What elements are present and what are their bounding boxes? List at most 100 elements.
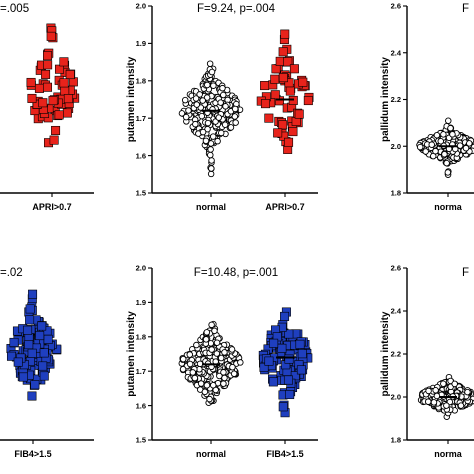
data-point xyxy=(208,165,215,172)
y-axis-label: pallidum intensity xyxy=(380,57,391,142)
data-point xyxy=(186,360,194,368)
data-point xyxy=(430,399,438,406)
data-point xyxy=(295,339,305,349)
y-tick-label: 1.8 xyxy=(136,333,146,342)
data-point xyxy=(181,96,189,104)
data-point xyxy=(457,402,465,409)
data-point xyxy=(228,346,236,353)
data-point xyxy=(179,365,187,373)
data-point xyxy=(49,135,59,145)
data-point xyxy=(294,109,304,119)
data-point xyxy=(222,103,229,110)
x-category-label: norma xyxy=(434,202,463,212)
y-tick-label: 1.5 xyxy=(136,189,146,198)
data-point xyxy=(264,113,274,123)
x-category-label: FIB4>1.5 xyxy=(14,449,51,459)
data-point xyxy=(39,371,49,381)
data-point xyxy=(275,56,285,66)
data-point xyxy=(6,351,16,361)
data-point xyxy=(204,81,211,89)
data-point xyxy=(48,96,58,106)
data-point xyxy=(285,390,295,400)
x-category-label: normal xyxy=(196,449,226,459)
data-point xyxy=(191,374,199,382)
y-tick-label: 1.9 xyxy=(136,298,146,307)
y-tick-label: 1.8 xyxy=(136,77,146,86)
y-axis-label: pallidum intensity xyxy=(380,311,391,396)
series-fib4-1-5 xyxy=(258,307,313,418)
y-tick-label: 2.0 xyxy=(391,393,401,402)
stat-annotation: F xyxy=(462,267,469,279)
y-axis-label: putamen intensity xyxy=(126,56,137,142)
data-point xyxy=(27,391,37,401)
data-point xyxy=(203,94,211,101)
data-point xyxy=(197,380,205,387)
data-point xyxy=(229,363,236,371)
data-point xyxy=(60,86,70,96)
series-apri-0-7 xyxy=(26,23,80,148)
data-point xyxy=(283,375,293,385)
data-point xyxy=(424,398,432,405)
data-point xyxy=(51,125,61,135)
panel-top-left: =.005 APRI>0.7 xyxy=(0,3,94,212)
data-point xyxy=(283,57,293,67)
data-point xyxy=(260,81,270,91)
data-point xyxy=(416,143,424,151)
data-point xyxy=(444,169,452,176)
panel-top-middle: 1.5 1.6 1.7 1.8 1.9 2.0 putamen intensity F=9.2… xyxy=(126,2,318,212)
data-point xyxy=(280,311,290,321)
data-point xyxy=(208,346,215,353)
y-tick-label: 1.5 xyxy=(136,436,146,445)
data-point xyxy=(59,57,69,67)
data-point xyxy=(178,110,186,117)
data-point xyxy=(284,329,294,339)
data-point xyxy=(41,69,51,79)
data-point xyxy=(445,117,452,125)
data-point xyxy=(46,31,56,41)
data-point xyxy=(219,84,226,92)
data-point xyxy=(440,380,447,387)
data-point xyxy=(209,382,217,389)
y-axis-label: putamen intensity xyxy=(126,311,137,397)
y-tick-label: 2.0 xyxy=(391,142,401,151)
y-tick-label: 1.9 xyxy=(136,39,146,48)
x-category-label: normal xyxy=(196,202,226,212)
data-point xyxy=(432,387,439,394)
data-point xyxy=(422,148,429,155)
data-point xyxy=(297,349,307,359)
data-point xyxy=(462,144,470,152)
data-point xyxy=(38,361,48,371)
data-point xyxy=(220,369,227,376)
data-point xyxy=(18,372,28,382)
data-point xyxy=(227,124,235,131)
data-point xyxy=(27,93,37,103)
data-point xyxy=(217,99,224,106)
data-point xyxy=(278,47,288,57)
y-tick-label: 2.4 xyxy=(391,48,402,57)
data-point xyxy=(278,402,288,412)
data-point xyxy=(232,119,239,126)
data-point xyxy=(13,357,23,367)
data-point xyxy=(284,78,294,88)
data-point xyxy=(221,349,228,356)
data-point xyxy=(193,341,200,349)
y-tick-label: 2.4 xyxy=(391,307,402,316)
data-point xyxy=(62,108,72,118)
data-point xyxy=(198,112,206,120)
data-point xyxy=(280,29,290,39)
y-tick-label: 1.8 xyxy=(391,436,401,445)
data-point xyxy=(38,98,48,108)
data-point xyxy=(447,124,454,132)
data-point xyxy=(27,348,37,358)
data-point xyxy=(193,101,201,108)
y-tick-label: 2.2 xyxy=(391,350,401,359)
data-point xyxy=(209,133,217,140)
data-point xyxy=(456,142,464,149)
data-point xyxy=(206,395,213,403)
data-point xyxy=(204,125,211,133)
data-point xyxy=(25,304,35,314)
data-point xyxy=(440,131,447,138)
data-point xyxy=(43,334,53,344)
data-point xyxy=(449,131,456,138)
y-tick-label: 1.7 xyxy=(136,114,146,123)
